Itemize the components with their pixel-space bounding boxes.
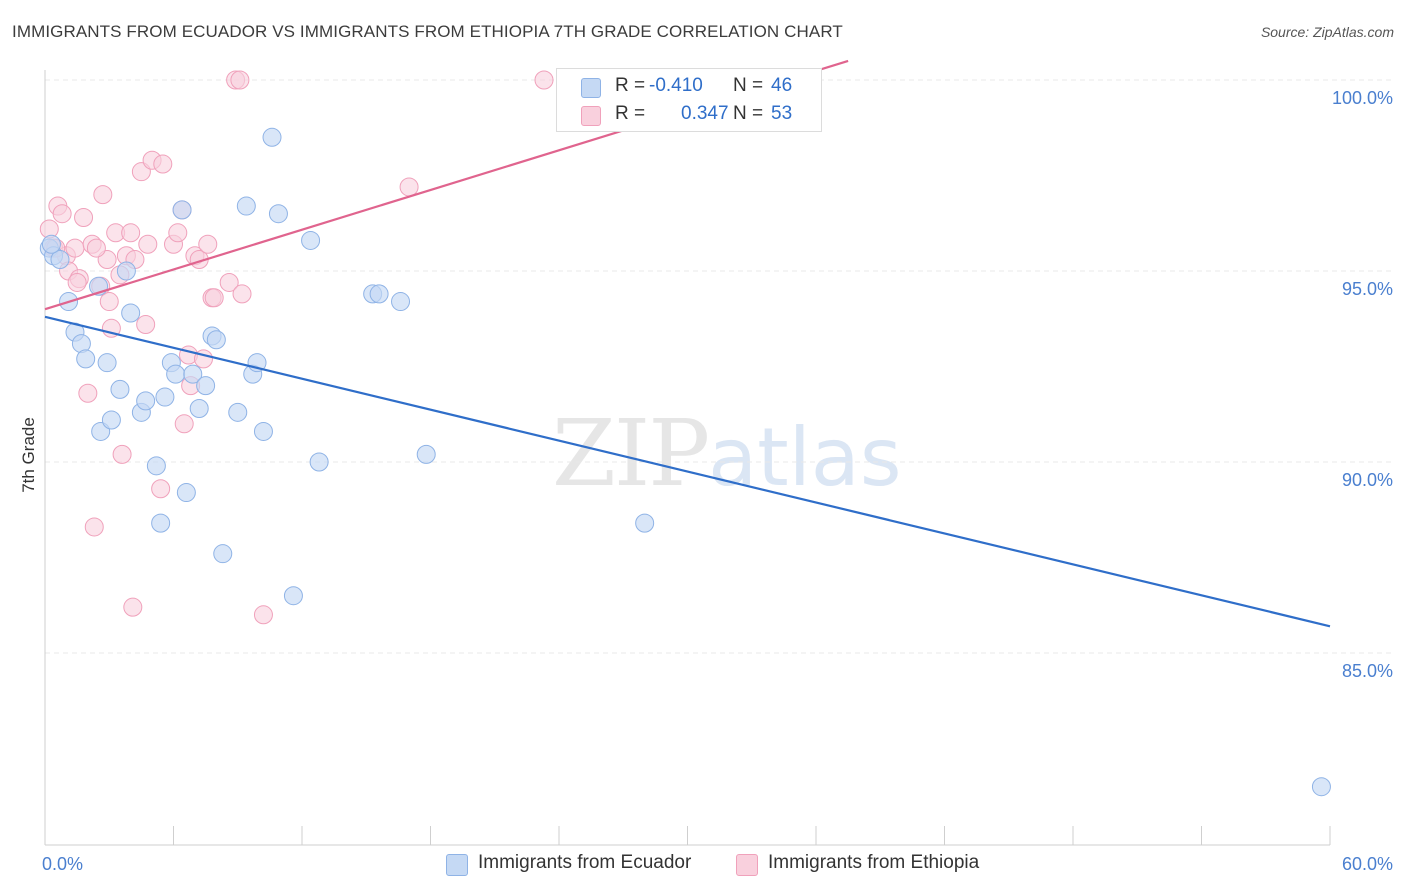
ecuador-point — [151, 513, 171, 533]
ethiopia-point — [136, 314, 156, 334]
ethiopia-point — [198, 234, 218, 254]
ethiopia-point — [230, 70, 250, 90]
ecuador-point — [236, 196, 256, 216]
ecuador-point — [189, 399, 209, 419]
ecuador-point — [369, 284, 389, 304]
ecuador-point — [416, 444, 436, 464]
source-label: Source: ZipAtlas.com — [1260, 24, 1394, 40]
ecuador-point — [391, 292, 411, 312]
ecuador-trend-line — [44, 315, 1331, 628]
y-tick-label: 90.0% — [1342, 470, 1393, 490]
ecuador-point — [309, 452, 329, 472]
ethiopia-point — [52, 204, 72, 224]
y-tick-label: 85.0% — [1342, 661, 1393, 681]
trend-lines — [44, 59, 1331, 628]
ethiopia-point — [67, 272, 87, 292]
series-label-ethiopia: Immigrants from Ethiopia — [768, 852, 980, 873]
ecuador-point — [110, 379, 130, 399]
ethiopia-point — [99, 292, 119, 312]
series-label-ecuador: Immigrants from Ecuador — [478, 852, 692, 873]
chart-title: IMMIGRANTS FROM ECUADOR VS IMMIGRANTS FR… — [12, 22, 843, 41]
ecuador-point — [101, 410, 121, 430]
legend-r-label: R = — [615, 75, 646, 96]
y-tick-label: 100.0% — [1332, 88, 1393, 108]
ethiopia-point — [219, 272, 239, 292]
axes — [44, 70, 1331, 846]
correlation-legend: R = -0.410 N = 46 R = 0.347 N = 53 — [556, 68, 822, 132]
ecuador-point — [172, 200, 192, 220]
legend-r-label: R = — [615, 103, 646, 124]
ethiopia-point — [138, 234, 158, 254]
ethiopia-point — [112, 444, 132, 464]
legend-r-value-ecuador: -0.410 — [649, 75, 703, 96]
ecuador-point — [146, 456, 166, 476]
ecuador-point — [228, 402, 248, 422]
ecuador-point — [116, 261, 136, 281]
ethiopia-points — [39, 70, 770, 625]
ecuador-point — [1311, 777, 1331, 797]
ecuador-point — [196, 376, 216, 396]
ethiopia-point — [78, 383, 98, 403]
ethiopia-point — [232, 284, 252, 304]
ecuador-point — [301, 230, 321, 250]
axis-labels: 85.0% 90.0% 95.0% 100.0% 0.0% 60.0% 7th Grade — [19, 88, 1393, 874]
x-tick-label-max: 60.0% — [1342, 854, 1393, 874]
ethiopia-point — [253, 605, 273, 625]
series-swatch-ecuador — [446, 854, 468, 876]
x-tick-label-min: 0.0% — [42, 854, 83, 874]
ecuador-point — [166, 364, 186, 384]
y-axis-label: 7th Grade — [19, 417, 38, 493]
ethiopia-point — [534, 70, 554, 90]
ecuador-point — [41, 234, 61, 254]
ecuador-point — [283, 586, 303, 606]
ethiopia-point — [153, 154, 173, 174]
ecuador-point — [155, 387, 175, 407]
legend-n-value-ethiopia: 53 — [771, 103, 793, 124]
ethiopia-point — [174, 414, 194, 434]
ethiopia-point — [65, 238, 85, 258]
ethiopia-point — [123, 597, 143, 617]
ecuador-point — [253, 421, 273, 441]
ecuador-point — [50, 250, 70, 270]
ecuador-point — [213, 544, 233, 564]
series-swatch-ethiopia — [736, 854, 758, 876]
y-tick-label: 95.0% — [1342, 279, 1393, 299]
ecuador-point — [121, 303, 141, 323]
ethiopia-point — [204, 288, 224, 308]
ethiopia-point — [399, 177, 419, 197]
ecuador-point — [268, 204, 288, 224]
legend-n-value-ecuador: 46 — [771, 75, 793, 96]
ecuador-point — [635, 513, 655, 533]
ecuador-point — [262, 127, 282, 147]
ethiopia-point — [84, 517, 104, 537]
watermark: ZIPatlas — [552, 400, 902, 507]
watermark-zip: ZIP — [552, 400, 710, 507]
ethiopia-point — [168, 223, 188, 243]
ecuador-point — [76, 349, 96, 369]
ethiopia-point — [86, 238, 106, 258]
legend-swatch-ethiopia — [581, 106, 601, 126]
ecuador-point — [206, 330, 226, 350]
ethiopia-point — [151, 479, 171, 499]
legend-n-label: N = — [733, 75, 764, 96]
legend-swatch-ecuador — [581, 78, 601, 98]
ecuador-point — [97, 353, 117, 373]
ethiopia-point — [93, 185, 113, 205]
ecuador-points — [39, 127, 1331, 797]
legend-n-label: N = — [733, 103, 764, 124]
legend-r-value-ethiopia: 0.347 — [681, 103, 729, 124]
watermark-atlas: atlas — [708, 411, 902, 504]
ecuador-point — [176, 483, 196, 503]
ecuador-point — [183, 364, 203, 384]
ethiopia-point — [74, 208, 94, 228]
ethiopia-point — [121, 223, 141, 243]
ecuador-point — [136, 391, 156, 411]
